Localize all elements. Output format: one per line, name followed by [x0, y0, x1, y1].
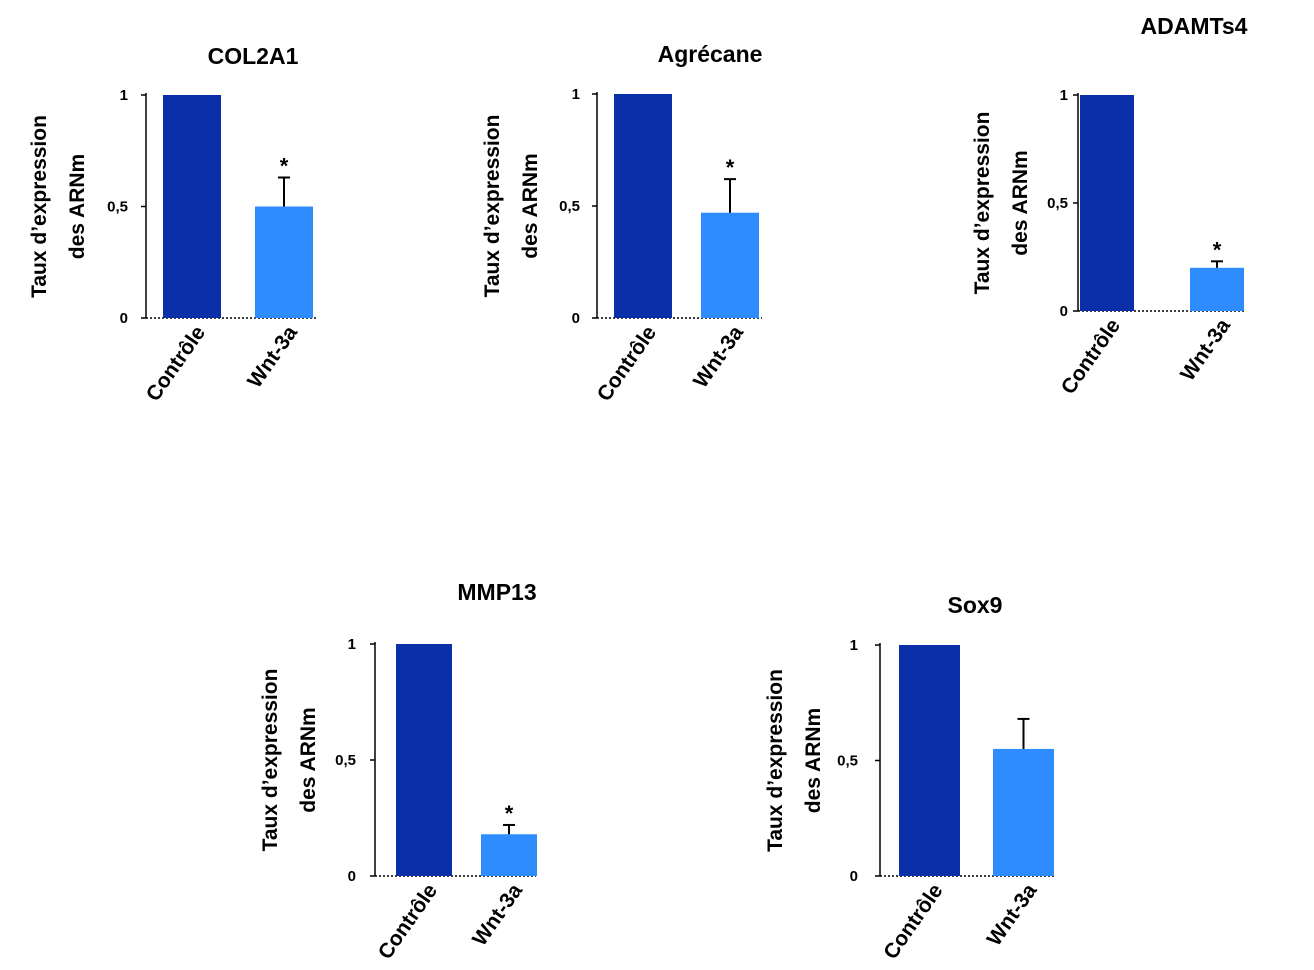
- x-tick-label: Wnt-3a: [1176, 314, 1235, 385]
- chart-panel-3: ADAMTs4 Taux d’expression des ARNm 0 0,5 1 Con…: [971, 13, 1248, 399]
- chart-panel-5: Sox9 Taux d’expression des ARNm 0 0,5 1 Contrô…: [764, 592, 1054, 964]
- bar-wnt-3a: [481, 834, 537, 876]
- bar-controle: [163, 95, 221, 318]
- chart-title: Sox9: [948, 592, 1003, 618]
- y-axis-label: des ARNm: [1009, 150, 1032, 255]
- x-tick-label: Contrôle: [1057, 315, 1125, 399]
- y-tick-label: 1: [572, 86, 580, 103]
- y-tick-label: 1: [1060, 87, 1068, 104]
- bar-wnt-3a: [993, 748, 1054, 876]
- chart-title: MMP13: [457, 579, 536, 605]
- y-tick-label: 1: [850, 637, 858, 654]
- bar-wnt-3a: [701, 212, 759, 318]
- significance-marker: *: [1213, 237, 1222, 262]
- bar-wnt-3a: [255, 206, 313, 318]
- significance-marker: *: [505, 801, 514, 826]
- y-axis-label: Taux d’expression: [259, 669, 282, 852]
- x-tick-label: Contrôle: [142, 322, 210, 406]
- y-tick-label: 0: [572, 310, 580, 327]
- x-tick-label: Wnt-3a: [689, 321, 748, 392]
- y-tick-label: 0: [120, 310, 128, 327]
- x-tick-label: Wnt-3a: [468, 879, 527, 950]
- chart-panel-2: Agrécane Taux d’expression des ARNm 0 0,5 1 Co…: [481, 41, 762, 406]
- significance-marker: *: [280, 154, 289, 179]
- chart-panel-1: COL2A1 Taux d’expression des ARNm 0 0,5 1 Cont…: [28, 43, 318, 406]
- y-tick-label: 0: [1060, 303, 1068, 320]
- y-axis-label: des ARNm: [802, 708, 825, 813]
- chart-panel-4: MMP13 Taux d’expression des ARNm 0 0,5 1 Contr…: [259, 579, 537, 964]
- y-axis-label: des ARNm: [519, 153, 542, 258]
- chart-title: COL2A1: [208, 43, 299, 69]
- y-tick-label: 0,5: [1047, 195, 1068, 212]
- y-axis-label: Taux d’expression: [764, 669, 787, 852]
- bar-wnt-3a: [1190, 267, 1244, 311]
- y-tick-label: 1: [348, 636, 356, 653]
- x-tick-label: Wnt-3a: [983, 879, 1042, 950]
- chart-title: ADAMTs4: [1141, 13, 1248, 39]
- x-tick-label: Contrôle: [879, 880, 947, 964]
- y-tick-label: 0,5: [837, 753, 858, 770]
- y-tick-label: 0: [348, 868, 356, 885]
- y-tick-label: 0: [850, 868, 858, 885]
- y-tick-label: 0,5: [335, 752, 356, 769]
- y-tick-label: 0,5: [559, 198, 580, 215]
- bar-controle: [899, 645, 960, 876]
- significance-marker: *: [726, 155, 735, 180]
- y-axis-label: Taux d’expression: [481, 115, 504, 298]
- y-axis-label: des ARNm: [297, 707, 320, 812]
- x-tick-label: Contrôle: [374, 880, 442, 964]
- y-axis-label: Taux d’expression: [28, 115, 51, 298]
- x-tick-label: Contrôle: [593, 322, 661, 406]
- chart-title: Agrécane: [658, 41, 763, 67]
- y-tick-label: 0,5: [107, 199, 128, 216]
- y-tick-label: 1: [120, 87, 128, 104]
- y-axis-label: des ARNm: [66, 154, 89, 259]
- bar-controle: [396, 644, 452, 876]
- bar-controle: [614, 94, 672, 318]
- x-tick-label: Wnt-3a: [243, 321, 302, 392]
- bar-controle: [1080, 95, 1134, 311]
- y-axis-label: Taux d’expression: [971, 112, 994, 295]
